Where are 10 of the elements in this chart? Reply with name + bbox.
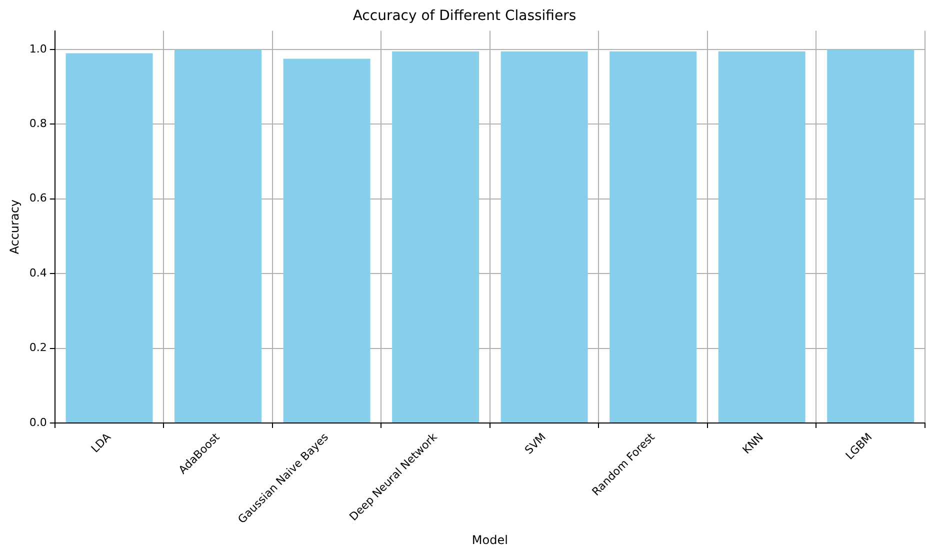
x-axis-title: Model xyxy=(472,532,508,547)
y-tick-label: 0.4 xyxy=(29,266,47,280)
x-tick-label: LDA xyxy=(88,430,114,456)
y-tick-label: 1.0 xyxy=(29,42,47,56)
y-tick-label: 0.6 xyxy=(29,192,47,205)
y-tick-label: 0.0 xyxy=(29,416,47,429)
chart-title: Accuracy of Different Classifiers xyxy=(352,8,576,24)
y-tick-label: 0.2 xyxy=(29,341,47,354)
y-axis-title: Accuracy xyxy=(7,199,22,254)
y-tick-label: 0.8 xyxy=(29,117,47,130)
